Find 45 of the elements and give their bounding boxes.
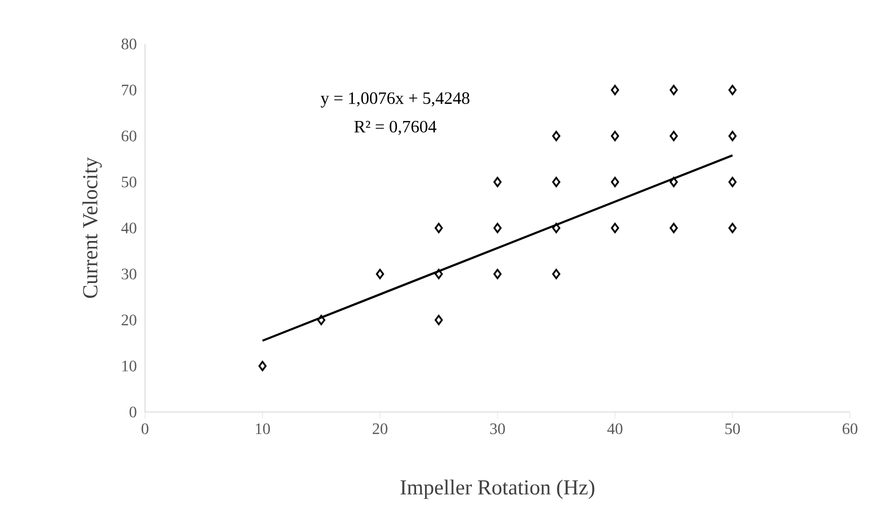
point	[258, 360, 267, 372]
point	[552, 176, 560, 188]
x-tick-label: 30	[490, 423, 505, 434]
x-tick-label: 0	[142, 423, 148, 434]
point	[670, 176, 678, 188]
point	[493, 176, 502, 188]
point	[552, 268, 560, 280]
y-tick-label: 20	[122, 314, 136, 326]
x-tick-label: 60	[842, 423, 858, 434]
point	[728, 222, 737, 234]
x-tick-label: 10	[256, 423, 270, 434]
point	[670, 222, 678, 234]
y-tick-label: 0	[130, 406, 136, 418]
point	[728, 130, 737, 142]
point	[610, 222, 620, 234]
point	[317, 314, 326, 326]
point	[493, 268, 502, 280]
y-tick-label: 80	[122, 38, 136, 50]
point	[670, 84, 678, 96]
point	[434, 222, 443, 234]
annotation: R² = 0,7604	[354, 120, 436, 136]
x-tick-label: 20	[372, 423, 388, 434]
point	[610, 176, 620, 188]
point	[552, 130, 560, 142]
y-tick-label: 50	[122, 176, 136, 188]
annotation: y = 1,0076x + 5,4248	[320, 92, 470, 108]
y-tick-label: 60	[122, 130, 136, 142]
point	[434, 314, 443, 326]
y-tick-label: 10	[122, 360, 136, 372]
x-tick-label: 50	[725, 423, 740, 434]
point	[670, 130, 678, 142]
point	[728, 84, 737, 96]
point	[434, 268, 443, 280]
y-tick-label: 70	[122, 84, 136, 96]
y-axis-title: Current Velocity	[82, 157, 102, 298]
point	[376, 268, 384, 280]
point	[610, 130, 620, 142]
point	[552, 222, 560, 234]
y-tick-label: 40	[121, 222, 136, 234]
x-axis-title: Impeller Rotation (Hz)	[400, 480, 594, 499]
y-tick-label: 30	[122, 268, 136, 280]
point	[610, 84, 620, 96]
point	[493, 222, 502, 234]
x-tick-label: 40	[607, 423, 622, 434]
point	[728, 176, 737, 188]
